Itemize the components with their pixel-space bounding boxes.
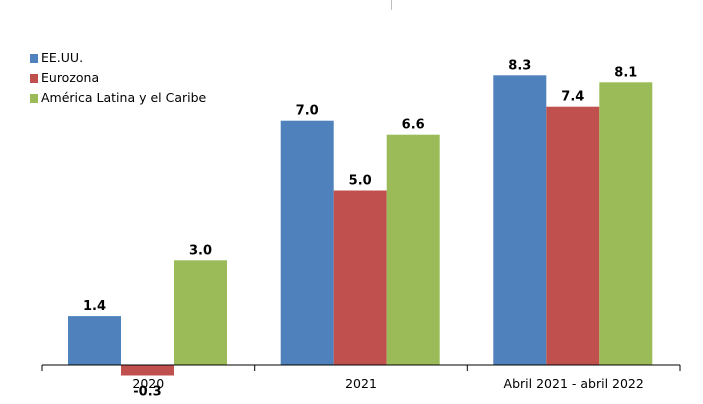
value-label-s0-c0: 1.4 <box>83 299 106 314</box>
x-tick-label-1: 2021 <box>345 376 377 391</box>
bar-s0-c1 <box>280 120 334 365</box>
top-divider-mark <box>391 0 392 10</box>
value-label-s2-c0: 3.0 <box>189 243 212 258</box>
legend-label-us: EE.UU. <box>41 50 84 65</box>
bar-s0-c2 <box>493 75 547 366</box>
legend: EE.UU. Eurozona América Latina y el Cari… <box>30 48 206 108</box>
x-tick-label-0: 2020 <box>132 376 164 391</box>
value-label-s1-c1: 5.0 <box>349 174 372 189</box>
legend-item-us: EE.UU. <box>30 48 206 68</box>
legend-swatch-eurozone <box>30 73 38 83</box>
legend-label-latam: América Latina y el Caribe <box>41 90 207 105</box>
x-tick-label-2: Abril 2021 - abril 2022 <box>504 376 644 391</box>
legend-item-latam: América Latina y el Caribe <box>30 88 206 108</box>
value-label-s0-c2: 8.3 <box>508 58 531 73</box>
bar-s2-c2 <box>599 82 653 366</box>
value-label-s0-c1: 7.0 <box>296 104 319 119</box>
bar-s1-c2 <box>546 106 600 365</box>
bar-s2-c1 <box>386 134 440 365</box>
legend-swatch-latam <box>30 93 38 103</box>
value-label-s2-c2: 8.1 <box>614 65 637 80</box>
value-label-s1-c2: 7.4 <box>561 90 584 105</box>
legend-swatch-us <box>30 53 38 63</box>
bar-s2-c0 <box>174 260 227 365</box>
legend-label-eurozone: Eurozona <box>41 70 100 85</box>
bar-s1-c0 <box>121 365 174 376</box>
bar-s0-c0 <box>68 316 121 365</box>
bar-s1-c1 <box>333 190 387 365</box>
value-label-s1-c0: -0.3 <box>133 385 161 400</box>
value-label-s2-c1: 6.6 <box>402 118 425 133</box>
legend-item-eurozone: Eurozona <box>30 68 206 88</box>
